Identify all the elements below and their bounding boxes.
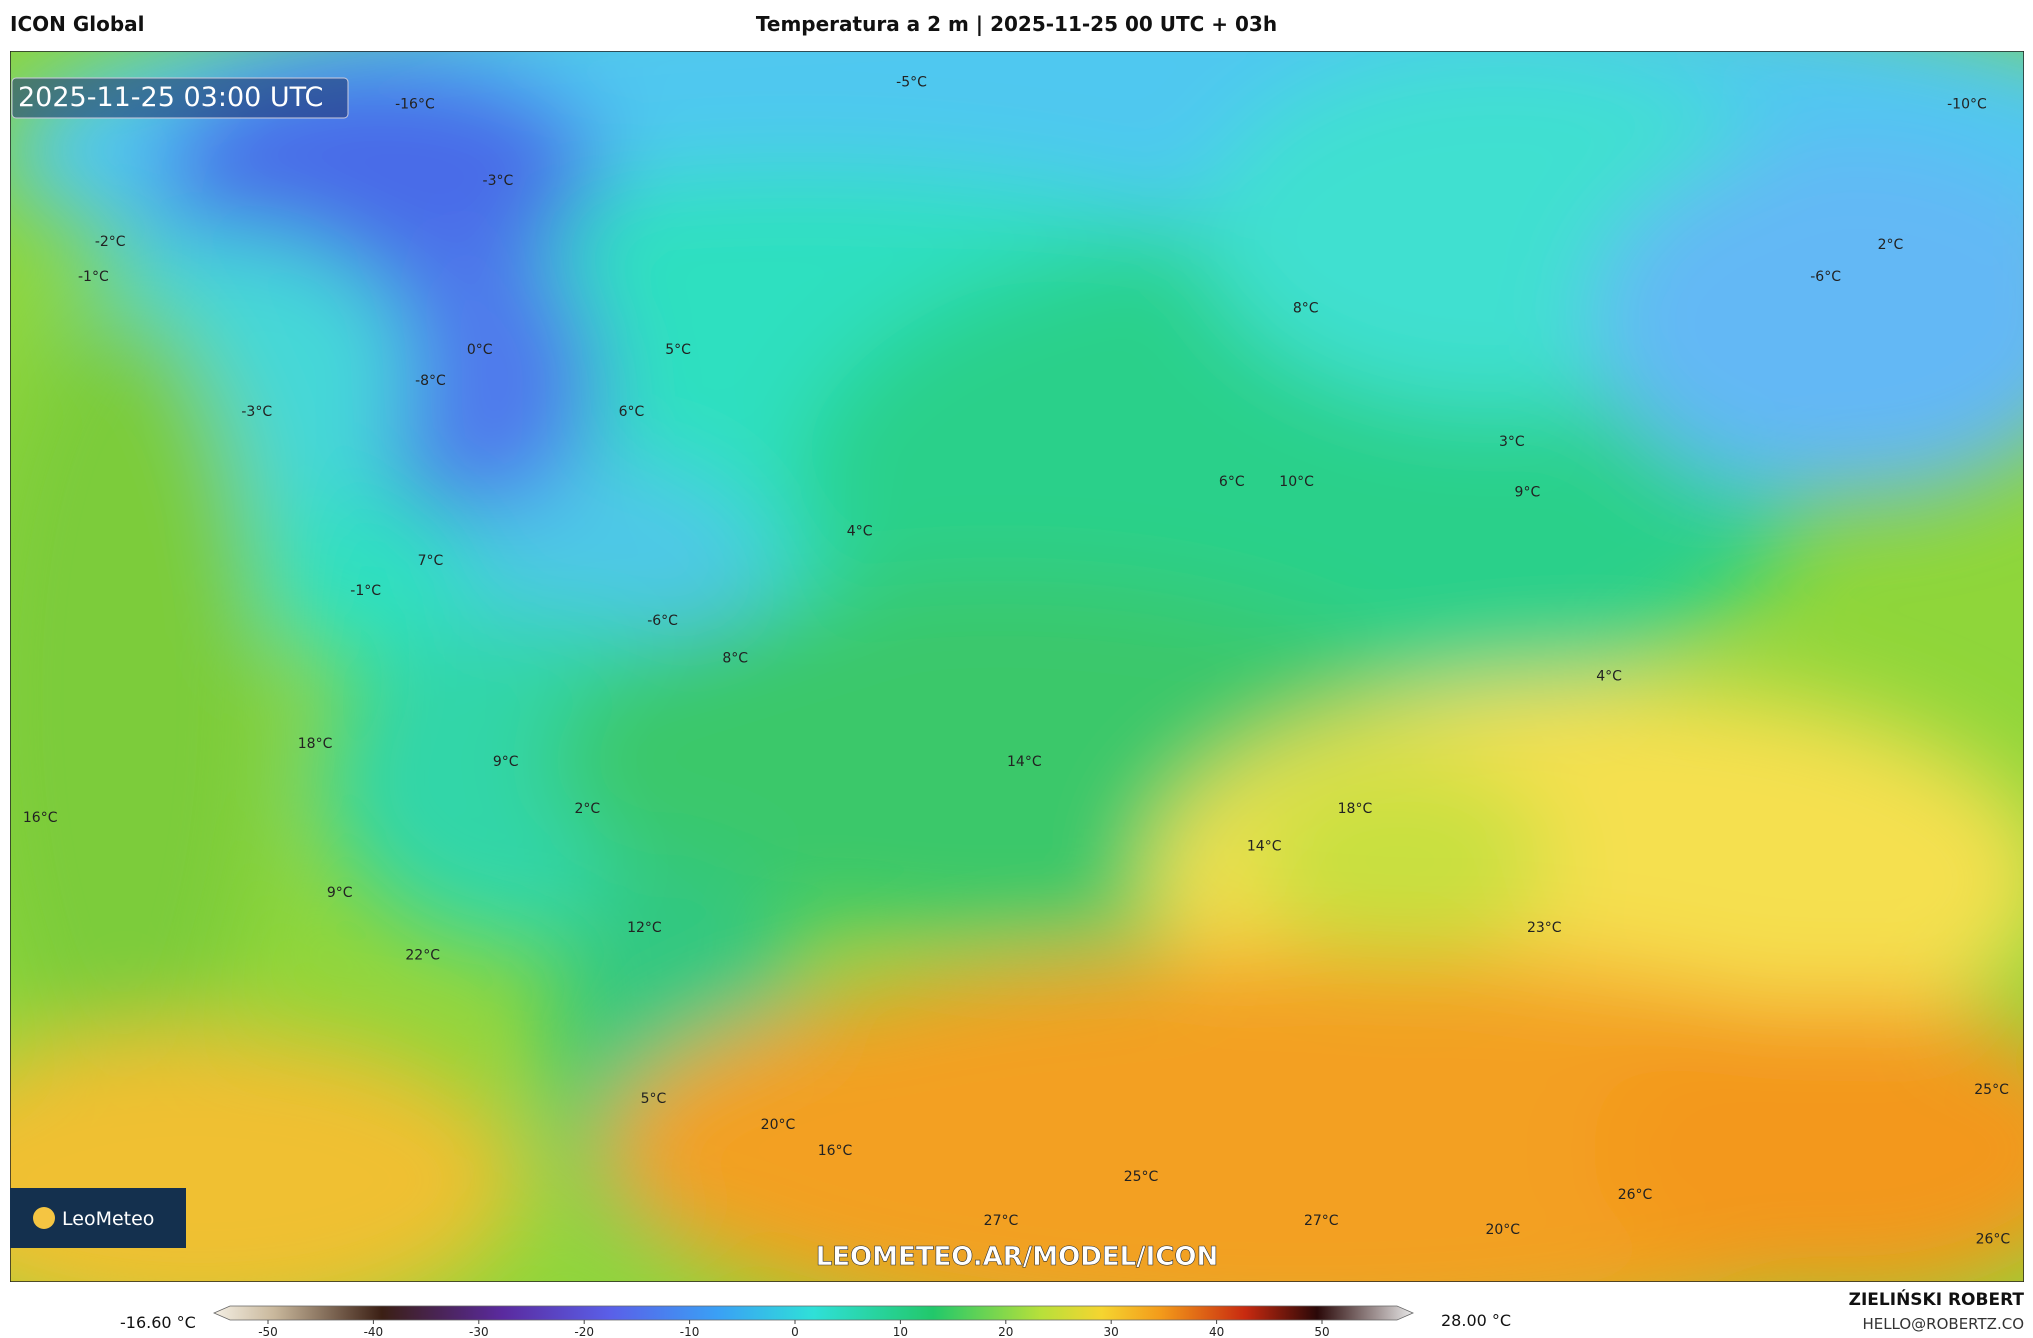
temp-label: 22°C [405,947,440,963]
temp-label: 6°C [619,404,645,420]
colorbar-tick-label: -20 [574,1325,594,1338]
temp-label: 14°C [1247,838,1282,854]
temp-label: 20°C [1485,1222,1520,1238]
temp-label: -6°C [1810,269,1841,285]
temp-label: 27°C [1304,1213,1339,1229]
temp-label: -3°C [483,173,514,189]
timestamp-box [11,77,349,119]
timestamp: 2025-11-25 03:00 UTC [18,82,323,113]
colorbar-max: 28.00 °C [1441,1311,1511,1330]
colorbar-tick-label: -40 [364,1325,384,1338]
temp-label: -8°C [415,373,446,389]
temp-label: -5°C [896,75,927,91]
temp-label: 4°C [1596,669,1622,685]
temp-label: -1°C [350,583,381,599]
credit-author: ZIELIŃSKI ROBERT [1849,1288,2025,1310]
temp-label: 25°C [1124,1169,1159,1185]
temp-label: -16°C [395,97,435,113]
temp-label: -6°C [647,613,678,629]
temp-label: 26°C [1618,1187,1653,1203]
temp-label: 10°C [1279,474,1314,490]
colorbar-tick-label: 0 [791,1325,799,1338]
colorbar-tick-label: 20 [998,1325,1013,1338]
temp-label: 9°C [493,754,519,770]
temp-label: 9°C [1515,484,1541,500]
colorbar-tick-label: -30 [469,1325,489,1338]
temp-label: 5°C [641,1091,667,1107]
model-name: ICON Global [10,12,145,36]
watermark: LEOMETEO.AR/MODEL/ICON [816,1242,1219,1272]
colorbar [213,1305,1414,1321]
temp-label: 2°C [575,801,601,817]
logo-sun [33,1207,55,1229]
logo: LeoMeteo [62,1208,154,1230]
temp-label: 8°C [722,650,748,666]
temp-label: 27°C [984,1213,1019,1229]
temp-label: -3°C [241,404,272,420]
temp-label: 2°C [1878,237,1904,253]
temp-label: 0°C [467,342,493,358]
temp-label: 5°C [665,342,691,358]
temp-label: 6°C [1219,474,1245,490]
temp-label: 18°C [1338,801,1373,817]
temp-label: 26°C [1976,1231,2011,1247]
temp-label: -1°C [78,269,109,285]
title: Temperatura a 2 m | 2025-11-25 00 UTC + … [755,12,1278,36]
temp-label: 12°C [627,920,662,936]
temp-label: 3°C [1499,434,1525,450]
temp-label: 7°C [418,553,444,569]
colorbar-tick-label: -50 [258,1325,278,1338]
temp-label: 18°C [298,736,333,752]
temp-label: 9°C [327,885,353,901]
temp-label: 16°C [818,1143,853,1159]
temp-label: -2°C [95,234,126,250]
colorbar-tick-label: 10 [893,1325,908,1338]
temp-label: 14°C [1007,754,1042,770]
colorbar-tick-label: 40 [1209,1325,1224,1338]
temp-label: 25°C [1974,1082,2009,1098]
temp-label: 23°C [1527,920,1562,936]
colorbar-min: -16.60 °C [120,1313,196,1332]
credit-email: HELLO@ROBERTZ.CO [1862,1315,2024,1333]
temp-label: 20°C [761,1117,796,1133]
temp-label: 16°C [23,810,58,826]
temp-label: -10°C [1947,97,1987,113]
colorbar-tick-label: 50 [1314,1325,1329,1338]
temp-label: 4°C [847,523,873,539]
colorbar-tick-label: -10 [680,1325,700,1338]
temp-label: 8°C [1293,300,1319,316]
colorbar-tick-label: 30 [1104,1325,1119,1338]
